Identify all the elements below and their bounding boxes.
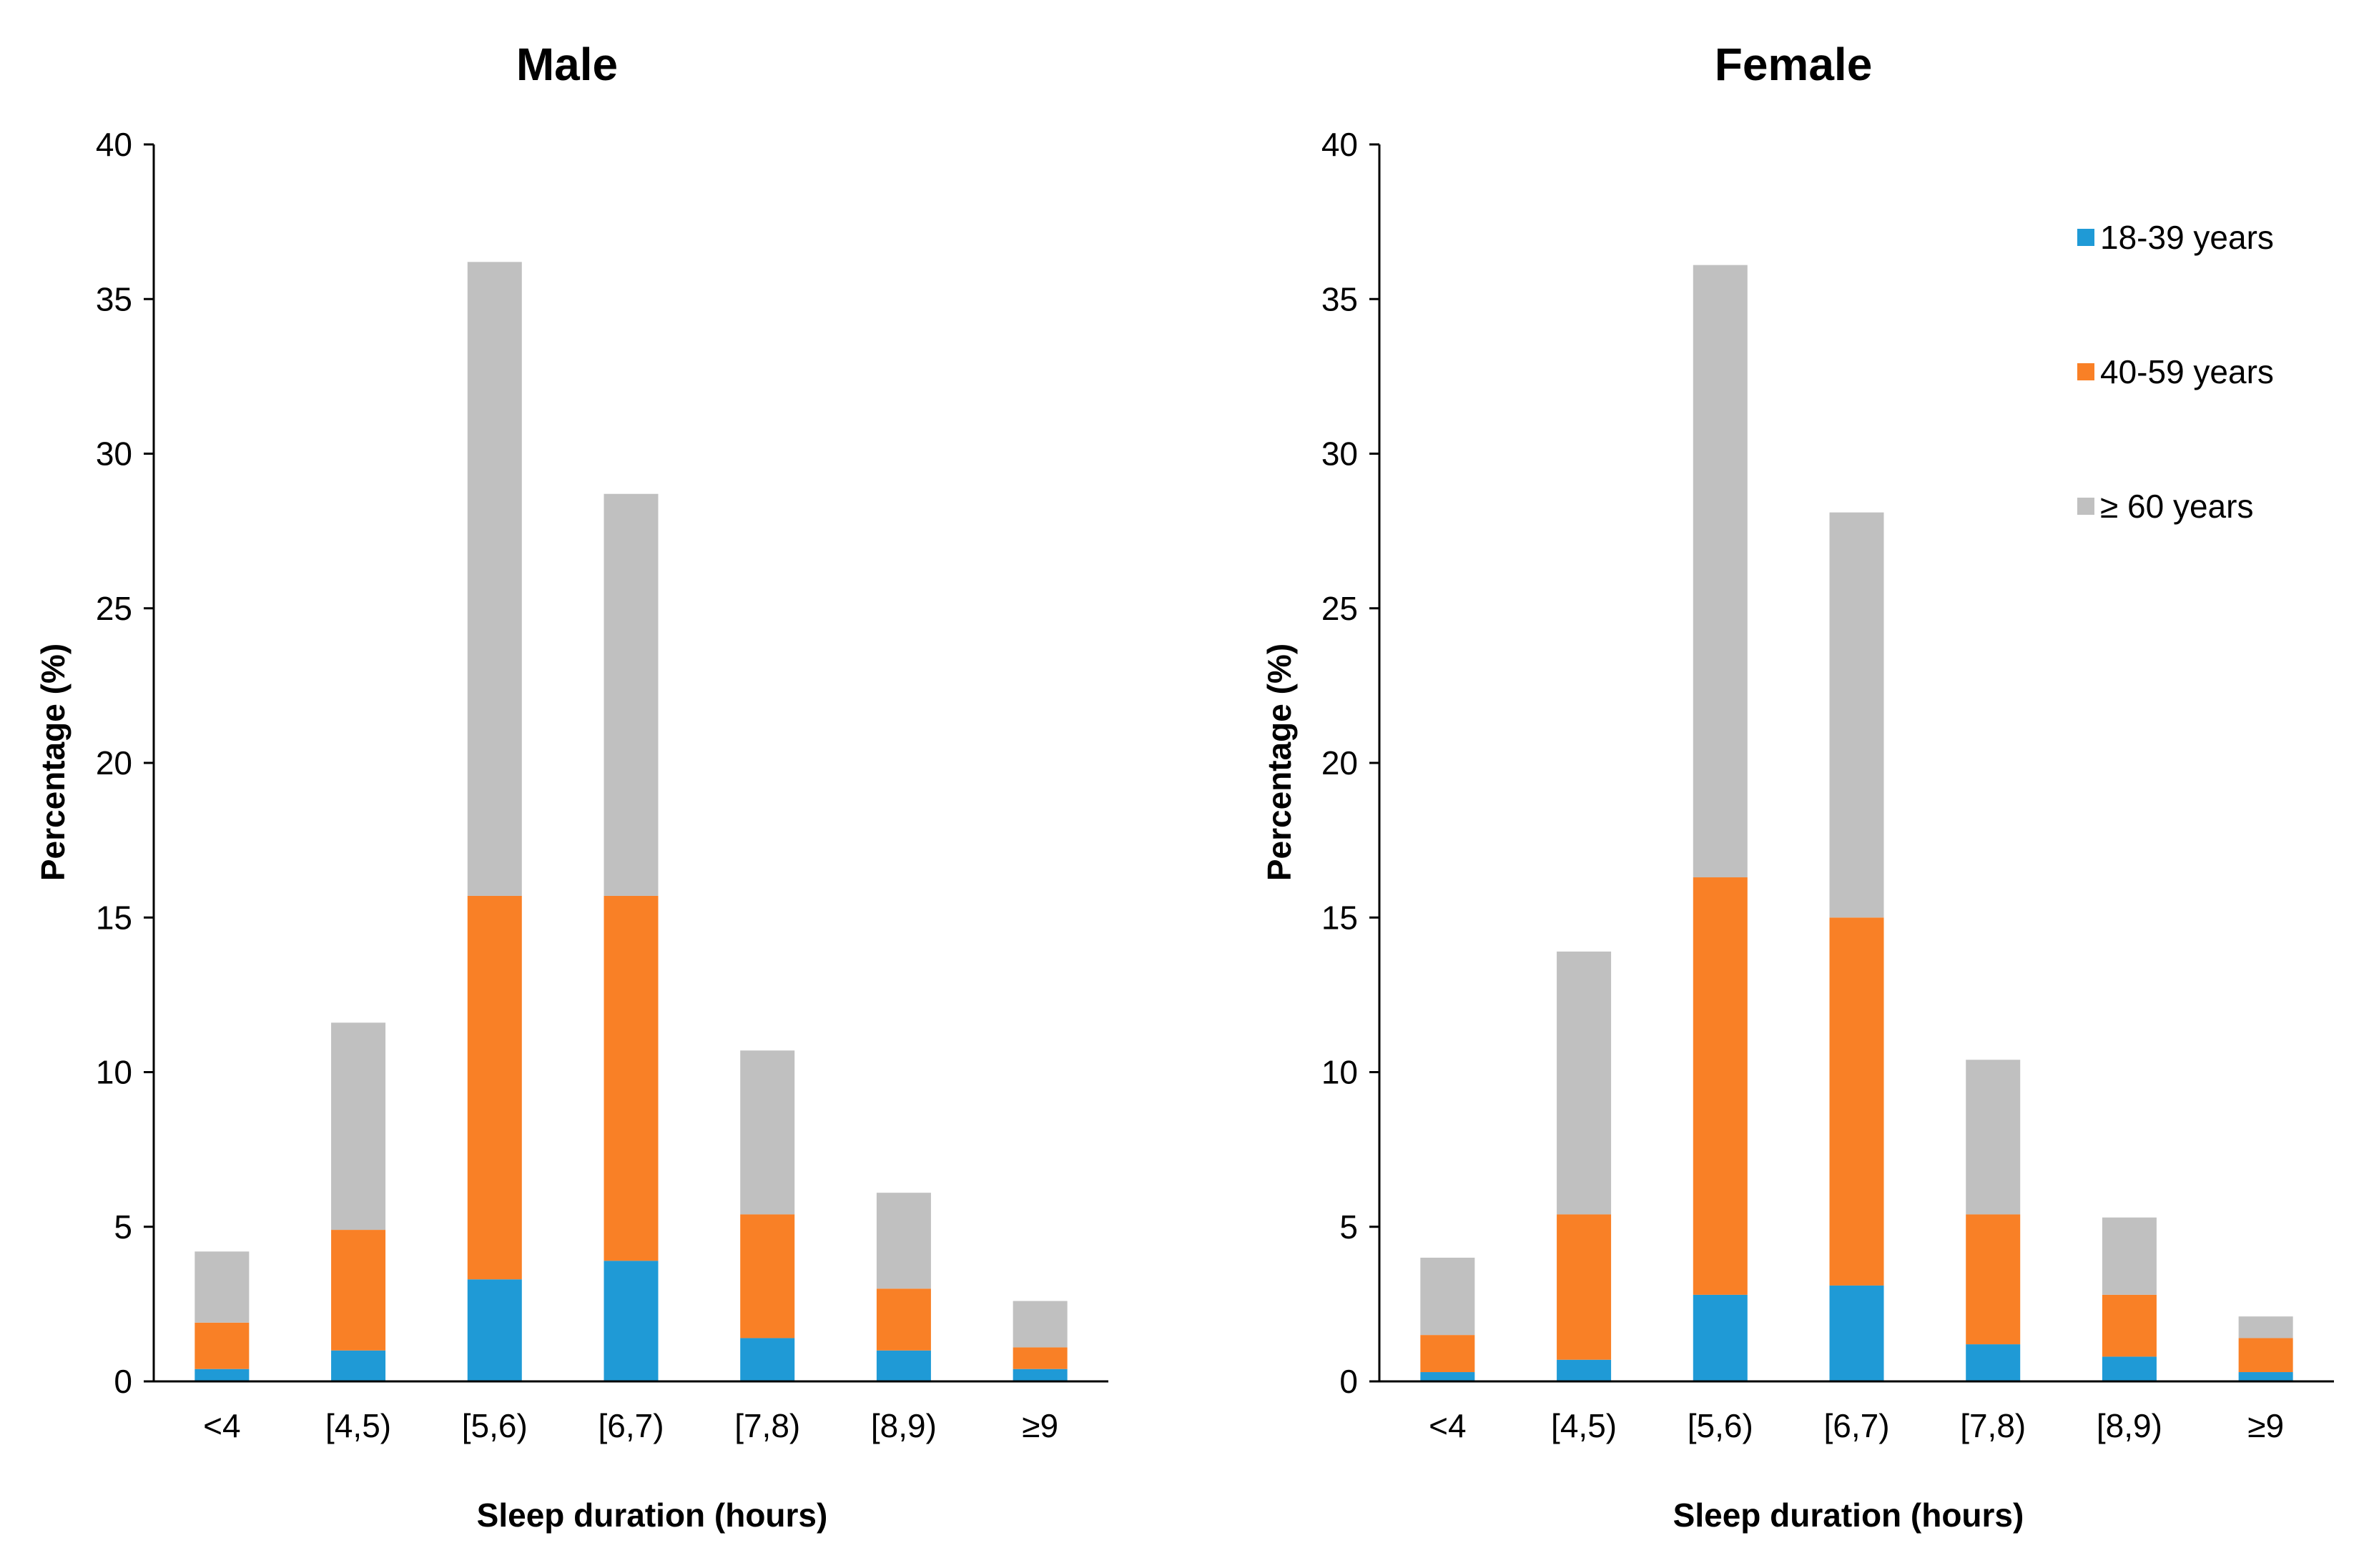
bar-40-59-years	[1420, 1335, 1475, 1373]
y-axis-ticks: 0 5 10 15 20 25 30 35 40	[96, 126, 154, 1400]
x-tick-label: [7,8)	[734, 1407, 800, 1444]
y-tick-label: 10	[96, 1054, 132, 1091]
bar-18-39-years	[1420, 1372, 1475, 1381]
legend-swatch-18-39-years	[2077, 229, 2094, 246]
bar-60-years	[331, 1022, 386, 1231]
x-tick-label: ≥9	[2247, 1407, 2284, 1444]
y-axis-label: Percentage (%)	[1261, 644, 1298, 881]
x-tick-label: [5,6)	[1688, 1407, 1753, 1444]
bar-18-39-years	[1829, 1285, 1884, 1381]
bar-18-39-years	[467, 1279, 522, 1381]
legend-label: 18-39 years	[2100, 219, 2274, 256]
bar-40-59-years	[2102, 1294, 2157, 1357]
bar-60-years	[1966, 1060, 2021, 1215]
x-tick-label: <4	[1429, 1407, 1466, 1444]
legend-label: ≥ 60 years	[2100, 488, 2253, 525]
bar-18-39-years	[604, 1261, 659, 1381]
x-tick-labels: <4 [4,5) [5,6) [6,7) [7,8) [8,9) ≥9	[203, 1407, 1058, 1444]
chart-title: Male	[516, 39, 618, 90]
bar-18-39-years	[1966, 1344, 2021, 1381]
y-tick-label: 25	[1321, 590, 1358, 627]
male-chart: Male Percentage (%) Sleep duration (hour…	[34, 39, 1108, 1534]
bar-40-59-years	[2238, 1338, 2293, 1373]
x-axis-label: Sleep duration (hours)	[477, 1496, 828, 1534]
x-tick-label: [6,7)	[598, 1407, 664, 1444]
y-tick-label: 0	[1339, 1363, 1358, 1400]
bar-40-59-years	[1693, 877, 1748, 1295]
x-tick-label: ≥9	[1022, 1407, 1058, 1444]
legend-label: 40-59 years	[2100, 353, 2274, 390]
bar-40-59-years	[740, 1214, 795, 1338]
bar-18-39-years	[2102, 1356, 2157, 1381]
legend: 18-39 years 40-59 years ≥ 60 years	[2077, 219, 2274, 525]
y-tick-label: 20	[1321, 744, 1358, 781]
y-tick-label: 40	[96, 126, 132, 163]
bar-40-59-years	[604, 895, 659, 1261]
bar-18-39-years	[1013, 1369, 1068, 1381]
x-tick-label: [7,8)	[1960, 1407, 2026, 1444]
female-chart: Female Percentage (%) Sleep duration (ho…	[1261, 39, 2334, 1534]
bar-60-years	[604, 493, 659, 896]
y-tick-label: 20	[96, 744, 132, 781]
bar-40-59-years	[876, 1288, 931, 1351]
bar-60-years	[876, 1193, 931, 1289]
bar-18-39-years	[331, 1350, 386, 1381]
bar-40-59-years	[194, 1322, 250, 1369]
bar-40-59-years	[467, 895, 522, 1280]
y-tick-label: 5	[1339, 1208, 1358, 1246]
bar-60-years	[1693, 265, 1748, 878]
x-tick-label: [8,9)	[871, 1407, 937, 1444]
bar-40-59-years	[1557, 1214, 1612, 1360]
bar-18-39-years	[740, 1338, 795, 1381]
x-tick-label: [4,5)	[1551, 1407, 1617, 1444]
bar-60-years	[1557, 951, 1612, 1215]
x-axis-label: Sleep duration (hours)	[1673, 1496, 2024, 1534]
legend-swatch-40-59-years	[2077, 363, 2094, 380]
y-tick-label: 0	[114, 1363, 132, 1400]
bar-18-39-years	[2238, 1372, 2293, 1381]
y-tick-label: 10	[1321, 1054, 1358, 1091]
bar-60-years	[740, 1050, 795, 1215]
y-tick-label: 30	[96, 435, 132, 473]
bar-60-years	[194, 1251, 250, 1323]
bar-40-59-years	[1829, 917, 1884, 1286]
bar-40-59-years	[331, 1230, 386, 1351]
y-tick-label: 15	[96, 899, 132, 936]
y-tick-label: 30	[1321, 435, 1358, 473]
bar-18-39-years	[194, 1369, 250, 1381]
x-tick-label: [5,6)	[462, 1407, 528, 1444]
x-tick-label: <4	[203, 1407, 240, 1444]
y-tick-label: 35	[1321, 280, 1358, 317]
legend-swatch-60-years	[2077, 498, 2094, 515]
bar-60-years	[467, 262, 522, 896]
x-tick-label: [6,7)	[1823, 1407, 1889, 1444]
y-tick-label: 25	[96, 590, 132, 627]
chart-title: Female	[1715, 39, 1873, 90]
y-tick-label: 35	[96, 280, 132, 317]
bar-18-39-years	[876, 1350, 931, 1381]
x-tick-label: [8,9)	[2097, 1407, 2162, 1444]
x-tick-label: [4,5)	[325, 1407, 391, 1444]
y-axis-label: Percentage (%)	[34, 644, 72, 881]
bar-60-years	[2102, 1217, 2157, 1295]
bar-18-39-years	[1693, 1294, 1748, 1381]
bars	[1420, 265, 2293, 1381]
bar-60-years	[1013, 1301, 1068, 1348]
bar-60-years	[2238, 1316, 2293, 1338]
bar-60-years	[1420, 1258, 1475, 1336]
bar-18-39-years	[1557, 1359, 1612, 1381]
x-tick-labels: <4 [4,5) [5,6) [6,7) [7,8) [8,9) ≥9	[1429, 1407, 2284, 1444]
y-axis-ticks: 0 5 10 15 20 25 30 35 40	[1321, 126, 1379, 1400]
y-tick-label: 5	[114, 1208, 132, 1246]
y-tick-label: 40	[1321, 126, 1358, 163]
y-tick-label: 15	[1321, 899, 1358, 936]
bar-40-59-years	[1966, 1214, 2021, 1345]
bar-40-59-years	[1013, 1347, 1068, 1369]
bars	[194, 262, 1068, 1381]
bar-60-years	[1829, 512, 1884, 918]
